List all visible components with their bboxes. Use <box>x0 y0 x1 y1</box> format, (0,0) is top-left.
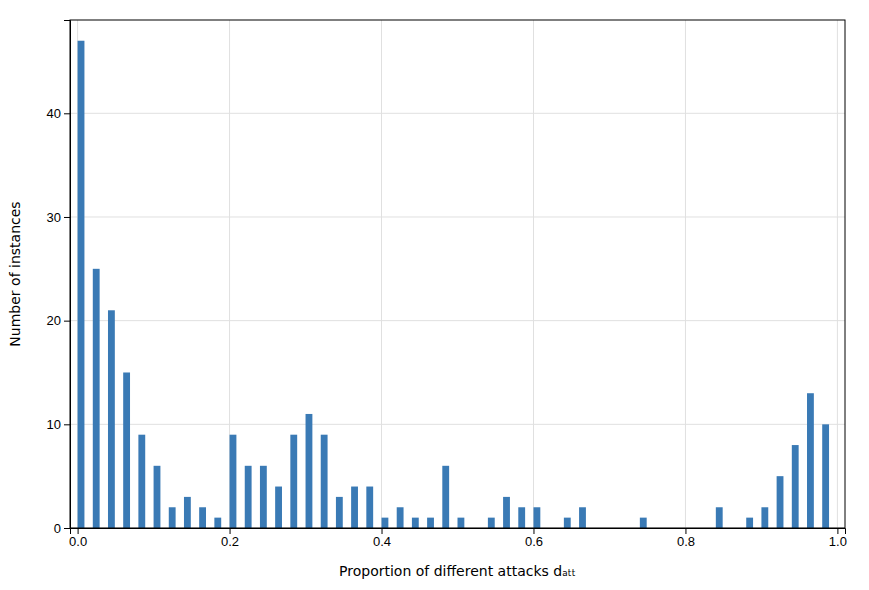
bar <box>777 476 784 528</box>
bar <box>214 518 221 528</box>
bar <box>761 507 768 528</box>
tick-mark <box>533 528 534 534</box>
grid-line <box>70 320 845 321</box>
tick: 40 <box>47 106 70 121</box>
plot-frame <box>70 20 845 528</box>
x-axis: 0.0 0.2 0.4 0.6 0.8 1.0 <box>69 528 847 549</box>
bar <box>640 518 647 528</box>
bar <box>579 507 586 528</box>
bar <box>230 435 237 528</box>
bar <box>260 466 267 528</box>
tick-mark <box>64 528 70 529</box>
bar <box>123 372 130 528</box>
grid <box>70 20 845 528</box>
tick-label: 0 <box>54 521 61 536</box>
grid-line <box>70 424 845 425</box>
bar <box>199 507 206 528</box>
grid-line <box>70 216 845 217</box>
bar <box>169 507 176 528</box>
bar <box>792 445 799 528</box>
tick-label: 40 <box>47 106 61 121</box>
grid-line <box>685 20 686 528</box>
tick: 1.0 <box>829 528 847 549</box>
tick-mark <box>78 528 79 534</box>
tick-label: 1.0 <box>829 534 847 549</box>
tick: 0.2 <box>221 528 239 549</box>
tick-mark <box>382 528 383 534</box>
bar <box>746 518 753 528</box>
tick-label: 0.6 <box>525 534 543 549</box>
tick: 0.8 <box>677 528 695 549</box>
tick-label: 0.8 <box>677 534 695 549</box>
bar <box>290 435 297 528</box>
grid-line <box>533 20 534 528</box>
bar <box>366 487 373 528</box>
tick-label: 0.2 <box>221 534 239 549</box>
bar <box>321 435 328 528</box>
grid-line <box>70 113 845 114</box>
y-axis: 0 10 20 30 40 <box>47 21 71 536</box>
bar <box>382 518 389 528</box>
tick-label: 10 <box>47 417 61 432</box>
bar <box>533 507 540 528</box>
bar <box>351 487 358 528</box>
tick-label: 30 <box>47 210 61 225</box>
bar <box>716 507 723 528</box>
bar <box>807 393 814 528</box>
bar <box>78 41 85 528</box>
bar <box>503 497 510 528</box>
chart: 0.0 0.2 0.4 0.6 0.8 1.0 0 10 20 30 40 Proportion of… <box>0 0 869 590</box>
tick: 0 <box>54 521 70 536</box>
bar <box>245 466 252 528</box>
tick-label: 0.4 <box>373 534 391 549</box>
tick: 0.0 <box>69 528 87 549</box>
bar <box>184 497 191 528</box>
x-axis-title: Proportion of different attacks dₐₜₜ <box>339 563 576 579</box>
tick-mark <box>837 528 838 534</box>
tick-mark <box>685 528 686 534</box>
plot: 0.0 0.2 0.4 0.6 0.8 1.0 0 10 20 30 40 <box>47 20 847 549</box>
tick: 20 <box>47 313 70 328</box>
bar <box>138 435 145 528</box>
tick-mark <box>64 424 70 425</box>
bar <box>822 424 829 528</box>
grid-line <box>837 20 838 528</box>
y-axis-title: Number of instances <box>7 201 23 346</box>
bar <box>488 518 495 528</box>
tick: 30 <box>47 210 70 225</box>
tick-mark <box>64 113 70 114</box>
tick-label: 20 <box>47 313 61 328</box>
bar <box>412 518 419 528</box>
bar <box>306 414 313 528</box>
bar <box>518 507 525 528</box>
bar <box>458 518 465 528</box>
tick-mark <box>64 321 70 322</box>
grid-line <box>381 20 382 528</box>
bar <box>154 466 161 528</box>
bar <box>564 518 571 528</box>
axis-line <box>71 529 846 535</box>
bar <box>442 466 449 528</box>
tick-mark <box>64 217 70 218</box>
bar <box>275 487 282 528</box>
bars <box>78 41 829 528</box>
tick: 10 <box>47 417 70 432</box>
bar <box>93 269 100 528</box>
bar <box>427 518 434 528</box>
bar <box>108 310 115 528</box>
tick-label: 0.0 <box>69 534 87 549</box>
bar <box>336 497 343 528</box>
bar <box>397 507 404 528</box>
tick: 0.4 <box>373 528 391 549</box>
tick-mark <box>230 528 231 534</box>
tick: 0.6 <box>525 528 543 549</box>
